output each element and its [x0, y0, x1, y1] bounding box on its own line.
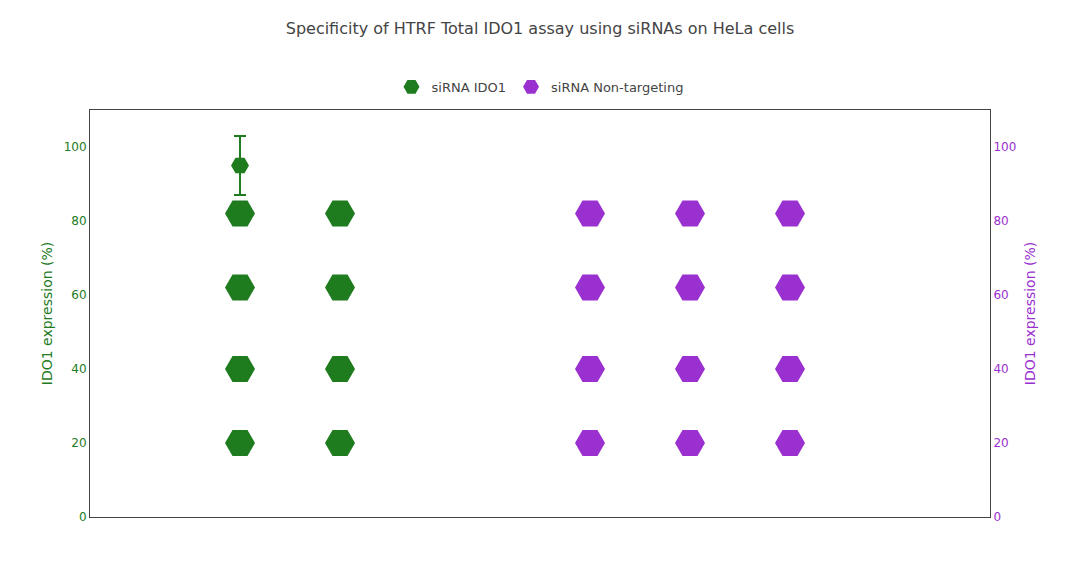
svg-text:20: 20: [71, 436, 86, 450]
svg-text:0: 0: [79, 510, 87, 524]
svg-text:siRNA Non-targeting: siRNA Non-targeting: [551, 80, 683, 95]
svg-text:40: 40: [993, 362, 1008, 376]
svg-text:IDO1 expression (%): IDO1 expression (%): [1022, 242, 1038, 385]
svg-text:80: 80: [71, 214, 86, 228]
svg-text:100: 100: [64, 140, 87, 154]
svg-text:IDO1 expression (%): IDO1 expression (%): [39, 242, 55, 385]
svg-text:40: 40: [71, 362, 86, 376]
svg-text:60: 60: [993, 288, 1008, 302]
svg-text:siRNA IDO1: siRNA IDO1: [432, 80, 507, 95]
svg-text:60: 60: [71, 288, 86, 302]
svg-text:Specificity of HTRF Total IDO1: Specificity of HTRF Total IDO1 assay usi…: [286, 19, 795, 38]
svg-text:0: 0: [993, 510, 1001, 524]
svg-text:100: 100: [993, 140, 1016, 154]
svg-text:20: 20: [993, 436, 1008, 450]
svg-text:80: 80: [993, 214, 1008, 228]
